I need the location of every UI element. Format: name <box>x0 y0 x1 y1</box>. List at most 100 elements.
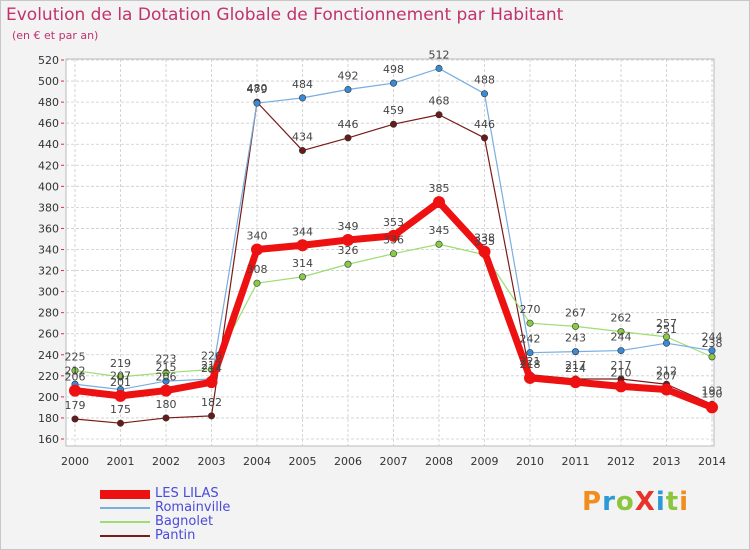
x-tick-label: 2010 <box>516 455 544 468</box>
y-tick-label: 200 <box>38 391 59 404</box>
series-les-lilas <box>69 196 718 414</box>
data-point <box>162 369 170 377</box>
data-label: 270 <box>520 303 541 316</box>
data-point <box>478 245 491 258</box>
chart-title: Evolution de la Dotation Globale de Fonc… <box>6 5 564 25</box>
x-tick-label: 2003 <box>198 455 226 468</box>
logo-letter: r <box>602 487 616 517</box>
data-label: 221 <box>520 355 541 368</box>
data-label: 385 <box>429 182 450 195</box>
data-label: 206 <box>65 371 86 384</box>
data-label: 242 <box>520 333 541 346</box>
data-point <box>480 90 488 98</box>
data-label: 492 <box>338 69 359 82</box>
data-label: 326 <box>338 244 359 257</box>
legend-swatch <box>100 521 150 523</box>
data-label: 314 <box>292 257 313 270</box>
data-point <box>298 94 306 102</box>
data-point <box>253 99 261 107</box>
y-tick-label: 280 <box>38 307 59 320</box>
data-point <box>205 376 218 389</box>
series-romainville <box>71 64 716 394</box>
data-label: 267 <box>565 306 586 319</box>
data-label: 479 <box>247 83 268 96</box>
data-label: 238 <box>702 337 723 350</box>
data-point <box>162 414 170 422</box>
data-point <box>71 415 79 423</box>
y-tick-label: 320 <box>38 265 59 278</box>
data-label: 207 <box>110 370 131 383</box>
data-point <box>389 120 397 128</box>
data-point <box>253 279 261 287</box>
data-point <box>435 111 443 119</box>
data-label: 262 <box>611 312 632 325</box>
y-tick-label: 520 <box>38 54 59 67</box>
legend-swatch <box>100 489 150 499</box>
data-point <box>344 260 352 268</box>
x-tick-label: 2014 <box>698 455 726 468</box>
data-point <box>389 79 397 87</box>
y-tick-label: 400 <box>38 180 59 193</box>
data-label: 340 <box>247 230 268 243</box>
data-label: 210 <box>611 366 632 379</box>
logo-letter: i <box>679 487 690 517</box>
data-point <box>344 85 352 93</box>
data-label: 434 <box>292 131 313 144</box>
x-tick-label: 2011 <box>562 455 590 468</box>
data-point <box>526 349 534 357</box>
data-point <box>117 419 125 427</box>
y-tick-label: 180 <box>38 412 59 425</box>
legend-label: Pantin <box>155 528 196 543</box>
data-point <box>571 348 579 356</box>
legend-label: Romainville <box>155 500 231 515</box>
y-tick-label: 500 <box>38 75 59 88</box>
data-label: 336 <box>383 234 404 247</box>
data-label: 218 <box>520 358 541 371</box>
data-point <box>296 239 309 252</box>
data-label: 498 <box>383 63 404 76</box>
data-point <box>615 380 627 393</box>
data-point <box>117 373 125 381</box>
data-label: 338 <box>474 232 495 245</box>
y-tick-label: 220 <box>38 370 59 383</box>
data-label: 219 <box>110 357 131 370</box>
data-label: 179 <box>65 399 86 412</box>
x-tick-label: 2009 <box>471 455 499 468</box>
data-point <box>387 229 400 242</box>
proxiti-logo: ProXiti <box>582 487 689 517</box>
data-label: 225 <box>65 351 86 364</box>
data-label: 207 <box>656 370 677 383</box>
legend-label: Bagnolet <box>155 514 214 529</box>
x-tick-label: 2002 <box>152 455 180 468</box>
data-point <box>480 134 488 142</box>
data-label: 214 <box>201 362 222 375</box>
data-point <box>617 347 625 355</box>
x-tick-label: 2013 <box>653 455 681 468</box>
data-label: 484 <box>292 78 313 91</box>
data-point <box>298 147 306 155</box>
data-label: 335 <box>474 235 495 248</box>
data-label: 244 <box>611 331 632 344</box>
y-tick-label: 440 <box>38 138 59 151</box>
data-point <box>706 401 718 414</box>
data-label: 201 <box>110 376 131 389</box>
data-point <box>708 353 716 361</box>
y-tick-label: 480 <box>38 96 59 109</box>
data-label: 182 <box>201 396 222 409</box>
data-point <box>433 196 445 209</box>
data-label: 459 <box>383 104 404 117</box>
data-label: 226 <box>201 350 222 363</box>
data-label: 345 <box>429 224 450 237</box>
x-tick-label: 2005 <box>289 455 317 468</box>
y-tick-label: 300 <box>38 286 59 299</box>
data-label: 223 <box>156 353 177 366</box>
axes: 160 180 200 220 240 260 280 300 320 340 360 380 400 4… <box>38 54 726 468</box>
data-label: 251 <box>656 323 677 336</box>
data-point <box>435 240 443 248</box>
data-label: 215 <box>156 361 177 374</box>
data-label: 344 <box>292 225 313 238</box>
data-point <box>660 383 673 396</box>
data-label: 180 <box>156 398 177 411</box>
